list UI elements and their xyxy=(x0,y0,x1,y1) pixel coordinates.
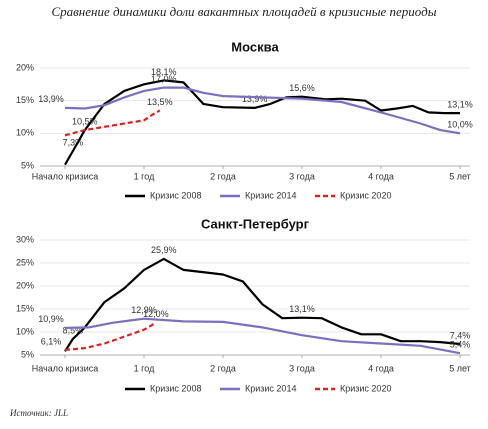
series-line xyxy=(64,257,461,352)
legend-label: Кризис 2014 xyxy=(245,190,296,200)
data-label: 10,0% xyxy=(447,120,473,130)
data-label: 10,9% xyxy=(38,314,64,324)
series-line xyxy=(64,109,161,137)
x-tick-label: 4 года xyxy=(368,171,394,181)
series-line xyxy=(64,86,461,135)
legend-label: Кризис 2008 xyxy=(150,383,201,393)
data-label: 13,5% xyxy=(147,97,173,107)
y-tick-label: 30% xyxy=(16,234,34,244)
data-label: 13,1% xyxy=(447,99,473,109)
series-line xyxy=(64,321,157,351)
data-label: 13,1% xyxy=(289,304,315,314)
data-label: 8,5% xyxy=(63,325,84,335)
x-tick-label: 5 лет xyxy=(449,363,471,373)
y-tick-label: 5% xyxy=(21,349,34,359)
data-label: 12,9% xyxy=(131,305,157,315)
x-tick-label: 5 лет xyxy=(449,171,471,181)
data-label: 25,9% xyxy=(151,245,177,255)
y-tick-label: 15% xyxy=(16,95,34,105)
data-label: 6,1% xyxy=(41,336,62,346)
series-line xyxy=(64,79,460,166)
data-label: 15,6% xyxy=(289,83,315,93)
y-tick-label: 5% xyxy=(21,160,34,170)
legend-label: Кризис 2020 xyxy=(340,190,391,200)
x-tick-label: Начало кризиса xyxy=(32,171,99,181)
x-tick-label: Начало кризиса xyxy=(32,363,99,373)
x-tick-label: 1 год xyxy=(134,363,155,373)
page-title: Сравнение динамики доли вакантных площад… xyxy=(51,4,436,19)
source: Источник: JLL xyxy=(9,408,68,418)
data-label: 12,0% xyxy=(143,309,169,319)
series-line xyxy=(64,317,461,355)
y-tick-label: 15% xyxy=(16,303,34,313)
data-label: 17,0% xyxy=(151,74,177,84)
x-tick-label: 4 года xyxy=(368,363,394,373)
data-label: 18,1% xyxy=(151,67,177,77)
x-tick-label: 1 год xyxy=(134,171,155,181)
chart-title: Санкт-Петербург xyxy=(201,216,310,231)
y-tick-label: 10% xyxy=(16,128,34,138)
x-tick-label: 2 года xyxy=(210,171,236,181)
y-tick-label: 25% xyxy=(16,257,34,267)
data-label: 7,4% xyxy=(450,330,471,340)
data-label: 13,9% xyxy=(242,94,268,104)
data-label: 10,5% xyxy=(72,116,98,126)
data-label: 13,9% xyxy=(38,94,64,104)
legend-label: Кризис 2014 xyxy=(245,383,296,393)
chart-title: Москва xyxy=(231,39,279,54)
y-tick-label: 20% xyxy=(16,280,34,290)
y-tick-label: 20% xyxy=(16,62,34,72)
x-tick-label: 3 года xyxy=(289,171,315,181)
data-label: 5,4% xyxy=(450,340,471,350)
legend-label: Кризис 2008 xyxy=(150,190,201,200)
x-tick-label: 2 года xyxy=(210,363,236,373)
x-tick-label: 3 года xyxy=(289,363,315,373)
y-tick-label: 10% xyxy=(16,326,34,336)
data-label: 7,3% xyxy=(63,137,84,147)
legend-label: Кризис 2020 xyxy=(340,383,391,393)
